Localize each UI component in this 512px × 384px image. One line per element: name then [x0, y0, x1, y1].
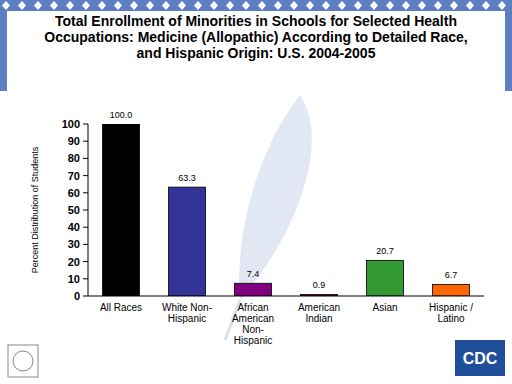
data-label: 100.0: [110, 110, 133, 120]
bar: [367, 260, 404, 296]
banner-diamond: [386, 1, 394, 10]
y-tick: [83, 175, 88, 176]
hhs-logo-mark: [13, 351, 33, 371]
y-tick-label: 30: [68, 238, 80, 250]
data-label: 0.9: [313, 280, 326, 290]
y-tick: [83, 227, 88, 228]
hhs-logo: [8, 345, 38, 377]
banner-diamond: [434, 1, 442, 10]
x-tick-label: Asian: [372, 302, 397, 313]
banner-diamond: [322, 1, 330, 10]
y-tick-label: 10: [68, 273, 80, 285]
y-tick: [83, 296, 88, 297]
banner-diamond: [34, 1, 42, 10]
y-tick-label: 60: [68, 187, 80, 199]
y-tick: [83, 210, 88, 211]
y-tick-label: 100: [62, 118, 80, 130]
y-tick-label: 40: [68, 221, 80, 233]
banner-side: [0, 11, 7, 91]
bar: [169, 187, 206, 296]
banner-diamond: [274, 1, 282, 10]
banner-diamond: [338, 1, 346, 10]
data-label: 7.4: [247, 269, 260, 279]
banner-diamond: [482, 1, 490, 10]
y-tick: [83, 244, 88, 245]
y-tick-label: 90: [68, 135, 80, 147]
banner: [0, 0, 512, 11]
banner-diamond: [178, 1, 186, 10]
banner-diamond: [194, 1, 202, 10]
y-tick-label: 20: [68, 256, 80, 268]
banner-diamond: [146, 1, 154, 10]
banner-diamond: [418, 1, 426, 10]
data-label: 6.7: [445, 270, 458, 280]
banner-diamond: [354, 1, 362, 10]
y-tick-label: 0: [74, 290, 80, 302]
x-tick-label: AfricanAmericanNon-Hispanic: [232, 302, 274, 346]
banner-diamond: [130, 1, 138, 10]
x-tick-label: AmericanIndian: [298, 302, 340, 324]
y-tick: [83, 124, 88, 125]
y-tick-label: 70: [68, 170, 80, 182]
banner-diamond: [258, 1, 266, 10]
y-axis-label: Percent Distribution of Students: [30, 146, 40, 273]
y-tick: [83, 261, 88, 262]
banner-diamond: [226, 1, 234, 10]
banner-diamond: [242, 1, 250, 10]
x-tick-label: Hispanic /Latino: [429, 302, 473, 324]
y-tick: [83, 141, 88, 142]
x-tick-label: White Non-Hispanic: [162, 302, 212, 324]
banner-diamond: [98, 1, 106, 10]
banner-diamond: [82, 1, 90, 10]
y-tick: [83, 192, 88, 193]
y-tick: [83, 158, 88, 159]
bar: [433, 284, 470, 296]
banner-side: [505, 11, 512, 91]
banner-diamond: [66, 1, 74, 10]
title: Total Enrollment of Minorities in School…: [44, 13, 467, 61]
x-tick-label: All Races: [100, 302, 142, 313]
chart: CDC Total Enrollment of Minorities in Sch…: [0, 0, 512, 384]
banner-diamond: [114, 1, 122, 10]
banner-diamond: [370, 1, 378, 10]
banner-diamond: [210, 1, 218, 10]
data-label: 63.3: [178, 173, 196, 183]
bars: [103, 124, 470, 296]
y-axis: 0 10 20 30 40 50 60 70 80 90 100: [62, 118, 88, 302]
cdc-logo-text: CDC: [463, 350, 498, 367]
banner-diamond: [498, 1, 506, 10]
banner-diamond: [290, 1, 298, 10]
banner-diamond: [450, 1, 458, 10]
y-tick-label: 50: [68, 204, 80, 216]
feather-watermark: [239, 95, 312, 300]
banner-diamond: [50, 1, 58, 10]
banner-diamond: [402, 1, 410, 10]
x-axis-line: [88, 296, 484, 297]
banner-diamond: [162, 1, 170, 10]
decoration: [0, 0, 512, 377]
banner-diamond: [306, 1, 314, 10]
banner-diamond: [2, 1, 10, 10]
bar: [235, 283, 272, 296]
data-label: 20.7: [376, 246, 394, 256]
bar: [103, 124, 140, 296]
y-tick-label: 80: [68, 152, 80, 164]
banner-diamond: [18, 1, 26, 10]
y-tick: [83, 278, 88, 279]
banner-diamond: [466, 1, 474, 10]
cdc-logo: [455, 340, 505, 376]
